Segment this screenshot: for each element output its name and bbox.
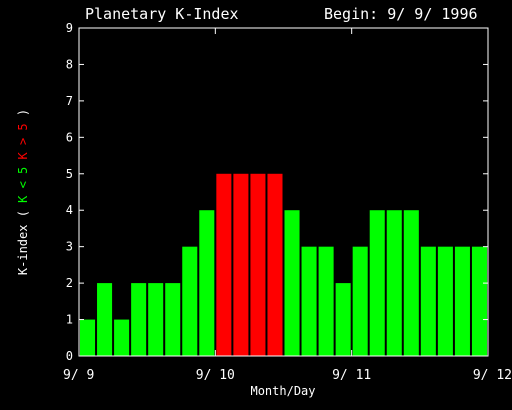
bar-14: [318, 246, 334, 356]
x-axis-ticks: 9/ 9 9/ 10 9/ 11 9/ 12: [63, 28, 512, 383]
y-axis-label-part-3: K > 5: [16, 123, 30, 166]
y-tick-label-3: 3: [66, 240, 73, 254]
bar-21: [437, 246, 453, 356]
bar-12: [284, 210, 300, 356]
x-tick-label-2: 9/ 11: [332, 368, 371, 383]
bar-17: [369, 210, 385, 356]
bar-20: [420, 246, 436, 356]
y-tick-label-6: 6: [66, 130, 73, 144]
bar-18: [386, 210, 402, 356]
y-tick-label-2: 2: [66, 276, 73, 290]
bar-3: [131, 283, 147, 356]
y-tick-label-9: 9: [66, 21, 73, 35]
bar-2: [114, 319, 130, 356]
chart-subtitle: Begin: 9/ 9/ 1996: [324, 5, 478, 23]
bar-13: [301, 246, 317, 356]
bar-4: [148, 283, 164, 356]
bar-11: [267, 173, 283, 356]
plot-frame: [78, 27, 489, 357]
x-tick-label-3: 9/ 12: [473, 368, 512, 383]
y-tick-label-0: 0: [66, 349, 73, 363]
y-tick-label-7: 7: [66, 94, 73, 108]
bar-16: [352, 246, 368, 356]
x-tick-label-0: 9/ 9: [63, 368, 94, 383]
bar-19: [403, 210, 419, 356]
y-tick-label-5: 5: [66, 167, 73, 181]
bar-7: [199, 210, 215, 356]
y-axis-label-part-2: K < 5: [16, 167, 30, 210]
bars-group: [80, 173, 487, 356]
x-tick-label-1: 9/ 10: [196, 368, 235, 383]
x-axis-label: Month/Day: [250, 384, 315, 398]
y-axis-label-part-4: ): [16, 109, 30, 123]
y-axis-label-part-0: K-index: [16, 225, 30, 276]
y-tick-label-4: 4: [66, 203, 73, 217]
bar-1: [97, 283, 113, 356]
bar-15: [335, 283, 351, 356]
bar-8: [216, 173, 232, 356]
bar-23: [471, 246, 487, 356]
y-tick-label-8: 8: [66, 57, 73, 71]
bar-22: [454, 246, 470, 356]
bar-10: [250, 173, 266, 356]
y-tick-label-1: 1: [66, 313, 73, 327]
bar-0: [80, 319, 96, 356]
bar-6: [182, 246, 198, 356]
y-axis-label: K-index ( K < 5 K > 5 ): [16, 109, 30, 275]
bar-9: [233, 173, 249, 356]
y-axis-label-part-1: (: [16, 210, 30, 224]
y-axis-ticks: 0 1 2 3 4 5 6 7 8 9: [66, 21, 488, 363]
chart-title: Planetary K-Index: [85, 5, 239, 23]
bar-5: [165, 283, 181, 356]
